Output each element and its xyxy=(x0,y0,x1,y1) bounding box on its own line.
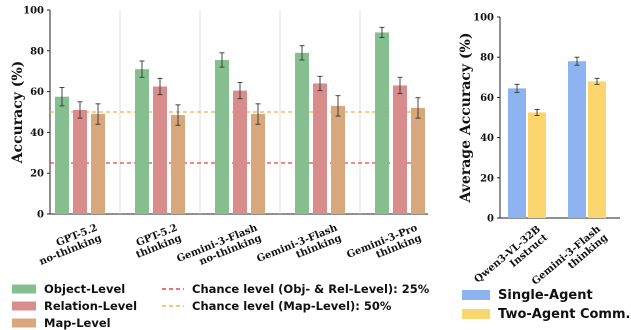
y-tick-label: 20 xyxy=(480,173,494,184)
legend-swatch xyxy=(12,301,36,311)
legend-label: Single-Agent xyxy=(498,288,593,303)
bar xyxy=(91,114,105,214)
x-tick-label: GPT-5.2no-thinking xyxy=(34,223,104,268)
legends: Object-Level Relation-Level Map-Level Chanc… xyxy=(12,282,630,330)
x-tick-label: Gemini-3-Flashthinking xyxy=(255,222,344,275)
bar xyxy=(528,112,546,218)
bar xyxy=(313,83,327,214)
y-tick-label: 100 xyxy=(473,13,494,24)
legend-label: Map-Level xyxy=(44,316,111,330)
legend-label: Chance level (Map-Level): 50% xyxy=(192,299,392,313)
legend-swatch xyxy=(12,284,36,294)
bar xyxy=(568,61,586,218)
bar xyxy=(331,105,345,214)
bar xyxy=(135,69,149,214)
legend-swatch xyxy=(12,318,36,328)
bar xyxy=(73,109,87,214)
y-tick-label: 40 xyxy=(30,128,44,139)
y-tick-label: 0 xyxy=(37,210,44,221)
legend-swatch xyxy=(462,290,490,300)
legend-label: Relation-Level xyxy=(44,299,137,313)
y-tick-label: 40 xyxy=(480,133,494,144)
bar xyxy=(588,81,606,218)
bar xyxy=(153,86,167,214)
bar xyxy=(215,59,229,215)
legend-label: Chance level (Obj- & Rel-Level): 25% xyxy=(192,282,430,296)
bar xyxy=(233,90,247,214)
y-tick-label: 60 xyxy=(480,93,494,104)
bar xyxy=(508,88,526,218)
x-tick-label: Gemini-3-Prothinking xyxy=(345,222,423,271)
y-axis-label: Accuracy (%) xyxy=(10,61,26,165)
y-tick-label: 80 xyxy=(30,46,44,57)
y-tick-label: 20 xyxy=(30,169,44,180)
y-tick-label: 100 xyxy=(23,6,44,17)
x-tick-label: Gemini-3-Flashno-thinking xyxy=(175,222,264,275)
y-tick-label: 60 xyxy=(30,87,44,98)
bar xyxy=(171,115,185,214)
left-chart: 0 20 40 60 80 100 Accuracy (%) GPT-5.2no-thinki… xyxy=(10,6,428,275)
bar xyxy=(295,52,309,215)
legend-swatch xyxy=(462,309,490,319)
bar xyxy=(55,96,69,214)
y-tick-label: 0 xyxy=(487,214,494,225)
bar xyxy=(251,114,265,214)
bar xyxy=(393,85,407,214)
bar xyxy=(411,107,425,214)
legend-label: Two-Agent Comm. xyxy=(498,307,630,322)
bar xyxy=(375,32,389,214)
y-tick-label: 80 xyxy=(480,53,494,64)
y-axis-label: Average Accuracy (%) xyxy=(458,33,474,204)
legend-label: Object-Level xyxy=(44,282,125,296)
